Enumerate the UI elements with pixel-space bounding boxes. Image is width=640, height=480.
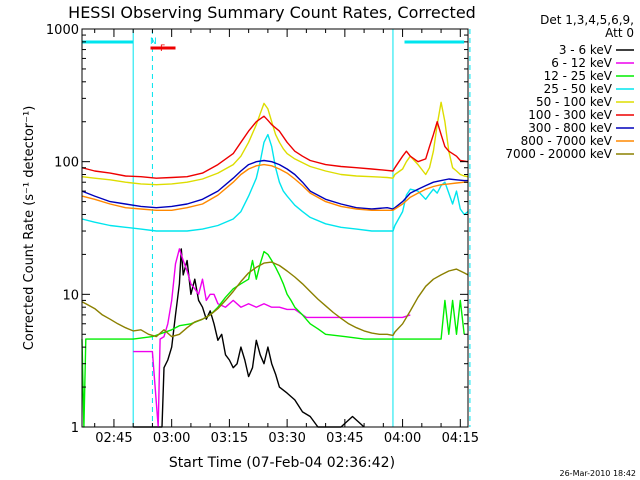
series-line-5 xyxy=(81,115,469,179)
legend-label-1: 6 - 12 keV xyxy=(551,56,613,70)
legend-label-2: 12 - 25 keV xyxy=(544,69,613,83)
legend-header: Det 1,3,4,5,6,9, xyxy=(540,13,634,27)
legend-header-2: Att 0 xyxy=(605,26,634,40)
series-line-7 xyxy=(81,163,468,211)
series-line-8 xyxy=(81,261,469,338)
x-tick-label-3: 03:30 xyxy=(268,431,305,446)
legend-label-5: 100 - 300 keV xyxy=(528,108,612,122)
y-tick-label-1: 10 xyxy=(62,288,79,303)
series-line-1 xyxy=(133,248,411,428)
chart-title: HESSI Observing Summary Count Rates, Cor… xyxy=(68,3,476,22)
x-tick-label-6: 04:15 xyxy=(442,431,479,446)
plot-frame xyxy=(81,28,469,428)
series-line-3 xyxy=(81,133,469,232)
legend-label-4: 50 - 100 keV xyxy=(536,95,613,109)
y-axis-label: Corrected Count Rate (s⁻¹ detector⁻¹) xyxy=(22,106,37,351)
x-tick-label-1: 03:00 xyxy=(153,431,190,446)
legend-label-6: 300 - 800 keV xyxy=(528,121,612,135)
legend-label-0: 3 - 6 keV xyxy=(559,43,613,57)
flag-f-label: F xyxy=(160,44,165,54)
x-tick-label-4: 03:45 xyxy=(326,431,363,446)
x-tick-label-0: 02:45 xyxy=(95,431,132,446)
timestamp: 26-Mar-2010 18:42 xyxy=(560,469,637,478)
flag-n-label: N xyxy=(150,37,157,47)
series-line-2 xyxy=(81,250,465,428)
y-tick-label-2: 100 xyxy=(54,156,79,171)
legend-label-7: 800 - 7000 keV xyxy=(521,134,613,148)
x-axis-label: Start Time (07-Feb-04 02:36:42) xyxy=(169,455,395,471)
y-tick-label-0: 1 xyxy=(71,421,79,436)
x-tick-label-2: 03:15 xyxy=(211,431,248,446)
series-line-6 xyxy=(81,159,468,210)
x-tick-label-5: 04:00 xyxy=(384,431,421,446)
y-tick-label-3: 1000 xyxy=(46,23,79,38)
legend-label-3: 25 - 50 keV xyxy=(544,82,613,96)
legend-label-8: 7000 - 20000 keV xyxy=(505,147,612,161)
series-line-4 xyxy=(81,101,469,186)
